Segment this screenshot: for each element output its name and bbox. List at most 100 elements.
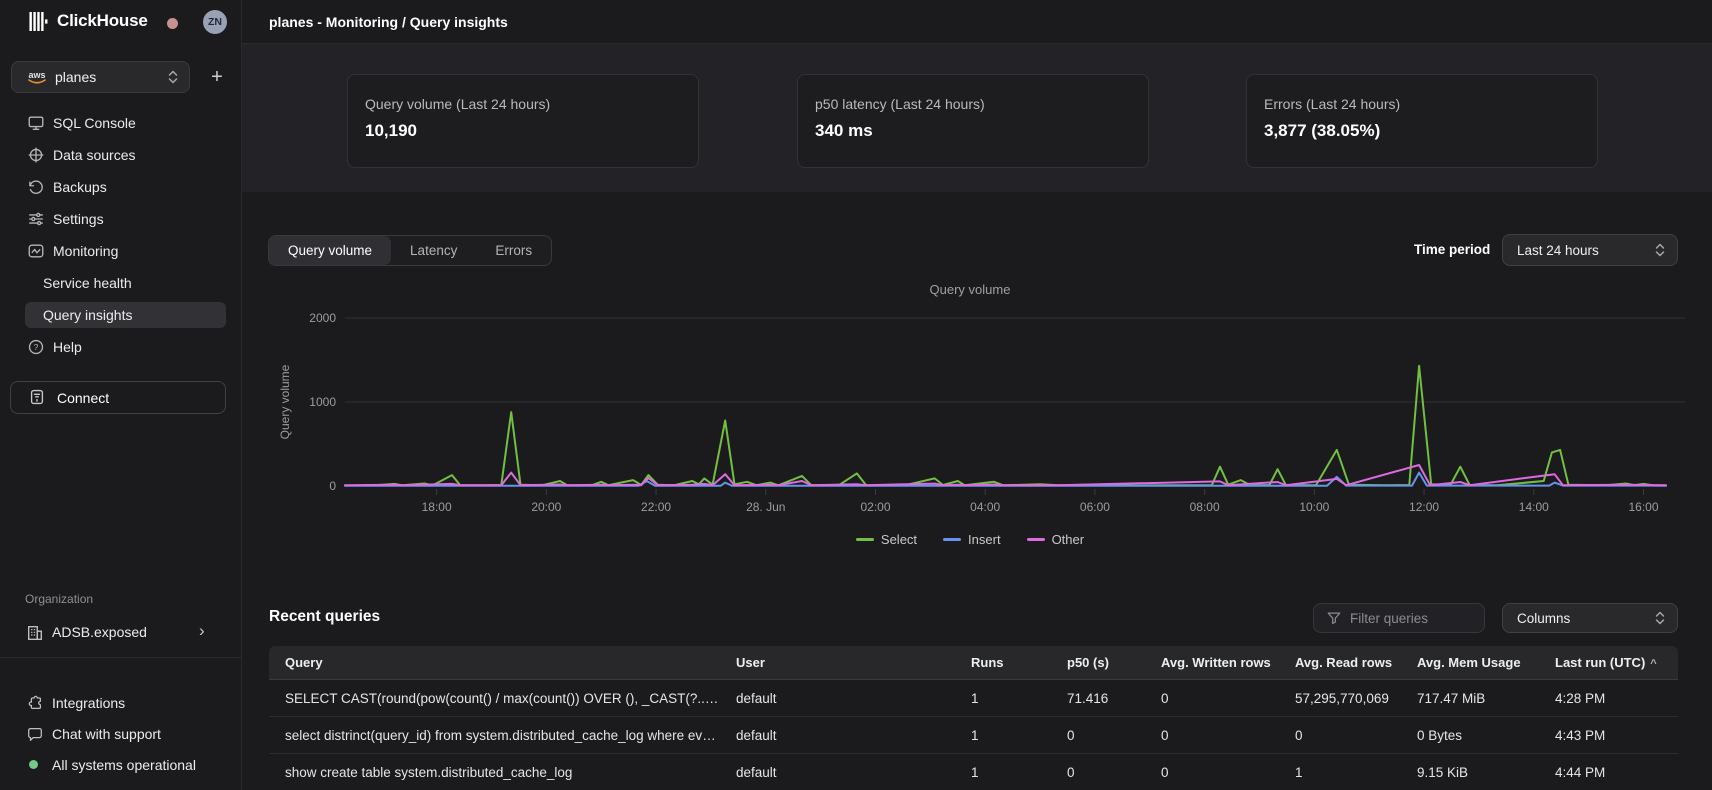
svg-text:16:00: 16:00 [1628, 500, 1658, 514]
cell-runs: 1 [971, 690, 979, 706]
recent-queries-heading: Recent queries [269, 608, 381, 625]
svg-text:1000: 1000 [309, 395, 336, 409]
table-row[interactable]: select distrinct(query_id) from system.d… [269, 717, 1678, 754]
sidebar-item-label: Help [53, 339, 82, 355]
service-selector-value: planes [55, 69, 97, 85]
svg-text:2000: 2000 [309, 311, 336, 325]
svg-text:06:00: 06:00 [1080, 500, 1110, 514]
sidebar-item-service-health[interactable]: Service health [0, 267, 242, 299]
monitoring-chart-icon [26, 241, 46, 261]
column-header-last-run[interactable]: Last run (UTC) ^ [1555, 655, 1657, 670]
cell-avg-mem-usage: 0 Bytes [1417, 727, 1463, 743]
add-service-button[interactable]: + [211, 65, 223, 88]
sidebar-item-query-insights[interactable]: Query insights [0, 299, 242, 331]
legend-swatch-icon [943, 538, 962, 541]
cell-user: default [736, 727, 777, 743]
service-selector[interactable]: aws planes [11, 61, 190, 93]
cell-avg-read-rows: 1 [1295, 764, 1303, 780]
svg-text:20:00: 20:00 [531, 500, 561, 514]
chevron-updown-icon [1655, 243, 1665, 257]
tab-latency[interactable]: Latency [410, 243, 458, 258]
column-header-runs[interactable]: Runs [971, 655, 1004, 670]
cell-last-run: 4:43 PM [1555, 727, 1606, 743]
stat-label: p50 latency (Last 24 hours) [815, 96, 985, 112]
cell-user: default [736, 690, 777, 706]
sidebar-item-system-status[interactable]: All systems operational [0, 751, 242, 781]
cell-avg-written-rows: 0 [1161, 690, 1169, 706]
recent-queries-table: Query User Runs p50 (s) Avg. Written row… [269, 646, 1678, 790]
sidebar-item-monitoring[interactable]: Monitoring [0, 235, 242, 267]
cell-query[interactable]: show create table system.distributed_cac… [285, 764, 573, 780]
svg-text:22:00: 22:00 [641, 500, 671, 514]
sidebar-item-data-sources[interactable]: Data sources [0, 139, 242, 171]
column-header-query[interactable]: Query [285, 655, 323, 670]
column-header-p50[interactable]: p50 (s) [1067, 655, 1109, 670]
organization-icon [26, 624, 44, 642]
settings-sliders-icon [26, 209, 46, 229]
sidebar-item-help[interactable]: ? Help [0, 331, 242, 363]
filter-queries-input[interactable]: Filter queries [1313, 603, 1485, 633]
columns-select-label: Columns [1517, 610, 1571, 626]
column-header-user[interactable]: User [736, 655, 765, 670]
cell-avg-read-rows: 0 [1295, 727, 1303, 743]
sidebar-item-sql-console[interactable]: SQL Console [0, 107, 242, 139]
tab-query-volume[interactable]: Query volume [269, 236, 392, 265]
sidebar-item-label: Service health [43, 275, 132, 291]
svg-text:12:00: 12:00 [1409, 500, 1439, 514]
organization-switcher[interactable]: ADSB.exposed › [0, 617, 242, 649]
stat-label: Query volume (Last 24 hours) [365, 96, 551, 112]
cell-p50: 71.416 [1067, 690, 1109, 706]
tab-errors[interactable]: Errors [495, 243, 533, 258]
column-header-avg-mem-usage[interactable]: Avg. Mem Usage [1417, 655, 1521, 670]
chat-bubble-icon [26, 725, 44, 743]
column-header-avg-read-rows[interactable]: Avg. Read rows [1295, 655, 1393, 670]
time-period-label: Time period [1414, 242, 1491, 257]
sidebar-item-label: Query insights [43, 307, 133, 323]
svg-text:02:00: 02:00 [860, 500, 890, 514]
stat-label: Errors (Last 24 hours) [1264, 96, 1401, 112]
user-avatar[interactable]: ZN [203, 10, 227, 34]
aws-icon: aws [28, 70, 46, 84]
legend-item[interactable]: Other [1026, 532, 1084, 547]
connect-button[interactable]: Connect [10, 381, 226, 414]
legend-item[interactable]: Select [855, 532, 917, 547]
svg-text:?: ? [34, 342, 39, 352]
sidebar-item-chat-support[interactable]: Chat with support [0, 720, 242, 750]
columns-select[interactable]: Columns [1502, 603, 1678, 633]
table-row[interactable]: SELECT CAST(round(pow(count() / max(coun… [269, 680, 1678, 717]
cell-avg-written-rows: 0 [1161, 764, 1169, 780]
sidebar-item-label: SQL Console [53, 115, 136, 131]
chart-tab-group: Query volume Latency Errors [268, 235, 553, 266]
page-header: planes - Monitoring / Query insights [242, 0, 1712, 44]
svg-text:28. Jun: 28. Jun [746, 500, 785, 514]
notification-dot-icon[interactable] [167, 18, 178, 29]
cell-query[interactable]: SELECT CAST(round(pow(count() / max(coun… [285, 690, 720, 706]
stat-value: 10,190 [365, 121, 417, 140]
cell-query[interactable]: select distrinct(query_id) from system.d… [285, 727, 720, 743]
connect-button-label: Connect [57, 389, 110, 406]
sidebar-item-label: Monitoring [53, 243, 119, 259]
sort-asc-icon: ^ [1650, 658, 1657, 670]
table-row[interactable]: show create table system.distributed_cac… [269, 754, 1678, 790]
legend-item[interactable]: Insert [943, 532, 1001, 547]
chevron-updown-icon [168, 70, 178, 84]
sidebar-item-backups[interactable]: Backups [0, 171, 242, 203]
stat-value: 340 ms [815, 121, 873, 140]
legend-label: Insert [968, 532, 1001, 547]
cell-avg-mem-usage: 9.15 KiB [1417, 764, 1469, 780]
query-volume-chart[interactable]: 0 1000 2000 18:00 20:00 22:00 28. Jun 02:00 04:0… [250, 275, 1690, 527]
time-period-select[interactable]: Last 24 hours [1502, 234, 1678, 266]
cell-runs: 1 [971, 764, 979, 780]
sidebar-item-label: Backups [53, 179, 107, 195]
column-header-avg-written-rows[interactable]: Avg. Written rows [1161, 655, 1271, 670]
help-icon: ? [26, 337, 46, 357]
sidebar-item-settings[interactable]: Settings [0, 203, 242, 235]
cell-p50: 0 [1067, 764, 1075, 780]
sidebar-item-label: All systems operational [52, 757, 196, 773]
sidebar-item-label: Settings [53, 211, 104, 227]
cell-last-run: 4:28 PM [1555, 690, 1606, 706]
sidebar-logo-row: ClickHouse ZN [0, 8, 242, 36]
svg-text:Query volume: Query volume [278, 364, 292, 439]
connect-icon [28, 388, 48, 408]
sidebar-item-integrations[interactable]: Integrations [0, 689, 242, 719]
